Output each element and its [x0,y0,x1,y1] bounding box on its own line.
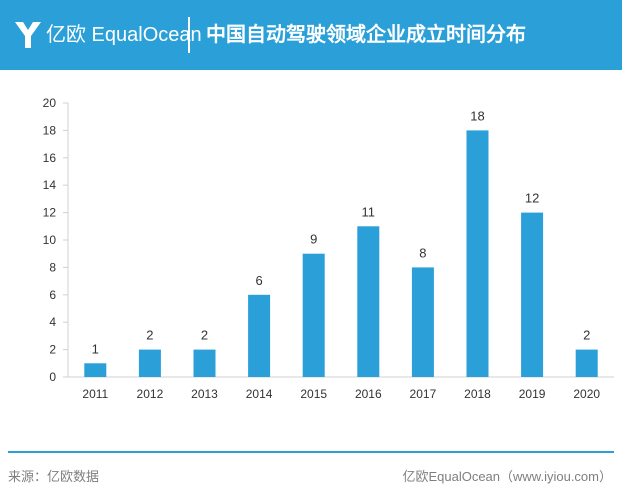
bar [138,349,161,377]
bar-value-label: 12 [525,191,539,206]
y-tick-label: 20 [43,96,57,110]
x-tick-label: 2013 [191,387,218,401]
equalocean-logo-icon [15,22,41,48]
x-tick-label: 2011 [82,387,108,401]
footer-divider [8,451,614,453]
bar-value-label: 6 [255,273,262,288]
x-tick-label: 2018 [464,387,491,401]
bar-value-label: 2 [583,328,590,343]
chart-title: 中国自动驾驶领域企业成立时间分布 [206,24,526,46]
y-tick-label: 16 [43,151,57,165]
bar [521,212,544,377]
bar [193,349,216,377]
bar-value-label: 9 [310,232,317,247]
bar-value-label: 1 [92,341,99,356]
bar [302,253,325,377]
x-tick-label: 2012 [137,387,164,401]
bar-series [84,130,598,377]
x-tick-label: 2020 [573,387,600,401]
x-tick-label: 2016 [355,387,382,401]
y-tick-label: 6 [49,288,56,302]
bar [466,130,489,377]
x-tick-label: 2017 [410,387,437,401]
bar [84,363,107,377]
credit-note: 亿欧EqualOcean（www.iyiou.com） [402,469,612,484]
y-tick-label: 12 [43,206,57,220]
bar [248,294,271,377]
bar [575,349,598,377]
y-tick-label: 18 [43,123,57,137]
x-tick-label: 2019 [519,387,546,401]
x-tick-label: 2014 [246,387,273,401]
x-tick-label: 2015 [300,387,327,401]
y-tick-label: 4 [49,315,56,329]
x-axis: 2011 2012 2013 2014 2015 2016 2017 2018 2019 2020 [68,376,614,401]
bar-value-label: 18 [470,108,484,123]
header-bar: 亿欧 EqualOcean 中国自动驾驶领域企业成立时间分布 [0,0,622,70]
source-note: 来源：亿欧数据 [8,469,100,484]
y-tick-label: 0 [49,370,56,384]
y-tick-label: 2 [49,343,56,357]
y-tick-label: 10 [43,233,57,247]
header-divider [188,17,190,53]
bar-value-label: 8 [419,245,426,260]
bar [357,226,380,377]
bar [411,267,434,377]
brand-name: 亿欧 EqualOcean [46,24,202,46]
y-tick-label: 14 [43,178,57,192]
y-axis: 0 2 4 6 8 10 12 14 16 18 20 [43,96,69,384]
bar-value-label: 11 [362,204,376,219]
bar-value-label: 2 [201,328,208,343]
y-tick-label: 8 [49,260,56,274]
bar-value-label: 2 [146,328,153,343]
